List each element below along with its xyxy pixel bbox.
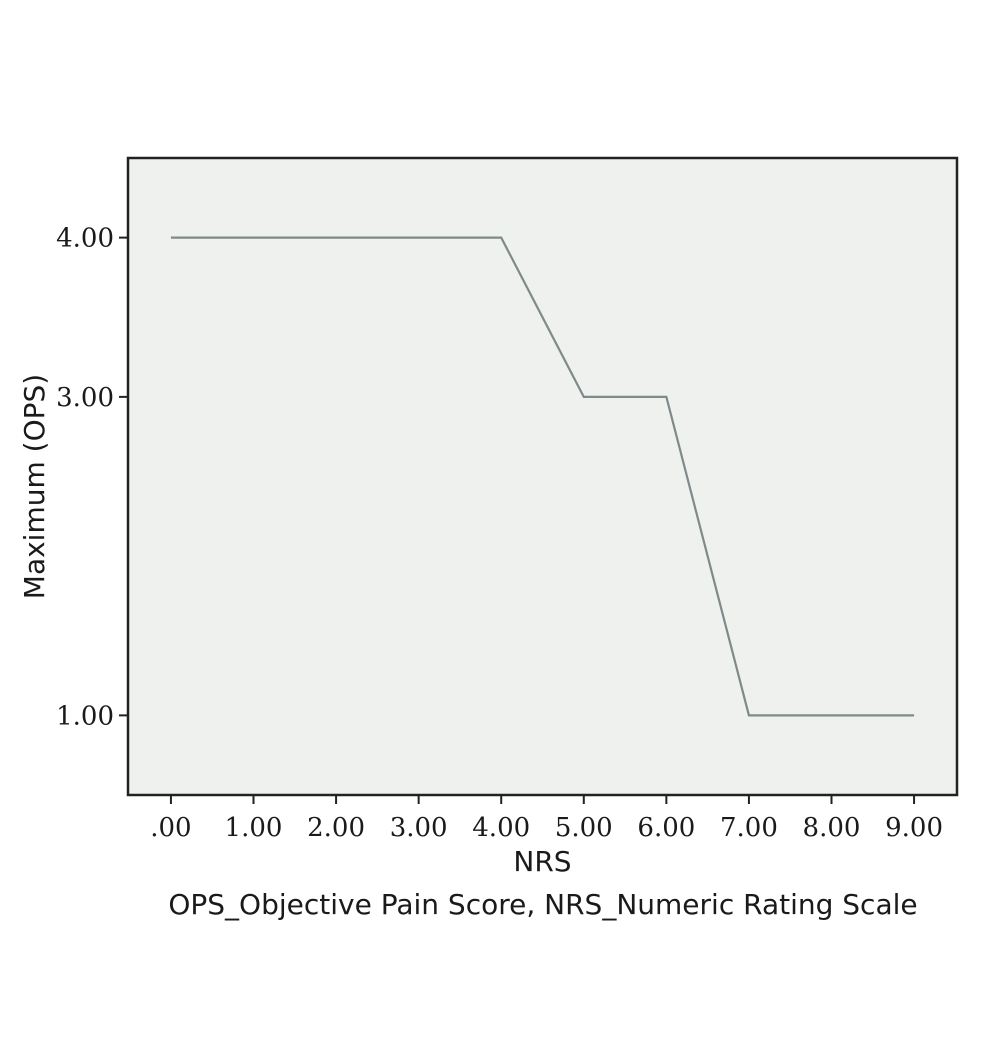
chart-caption: OPS_Objective Pain Score, NRS_Numeric Ra…: [168, 888, 917, 921]
series-line: [170, 236, 915, 717]
x-tick-label: 5.00: [555, 813, 613, 843]
y-axis-title: Maximum (OPS): [18, 374, 51, 599]
plot-area: [128, 158, 957, 795]
x-tick-label: 3.00: [390, 813, 448, 843]
x-tick-label: 8.00: [803, 813, 861, 843]
x-tick-label: 6.00: [637, 813, 695, 843]
x-tick-label: .00: [150, 813, 191, 843]
x-axis: .00 1.00 2.00 3.00 4.00 5.00 6.00 7.00 8.00 9.00: [150, 795, 943, 843]
y-axis: 1.00 3.00 4.00: [56, 224, 128, 731]
x-tick-label: 9.00: [885, 813, 943, 843]
x-axis-title: NRS: [513, 845, 571, 878]
y-tick-label: 4.00: [56, 224, 114, 254]
y-tick-label: 1.00: [56, 701, 114, 731]
x-tick-label: 1.00: [225, 813, 283, 843]
y-tick-label: 3.00: [56, 383, 114, 413]
x-tick-label: 2.00: [307, 813, 365, 843]
x-tick-label: 4.00: [472, 813, 530, 843]
x-tick-label: 7.00: [720, 813, 778, 843]
plot-frame: [126, 156, 959, 797]
